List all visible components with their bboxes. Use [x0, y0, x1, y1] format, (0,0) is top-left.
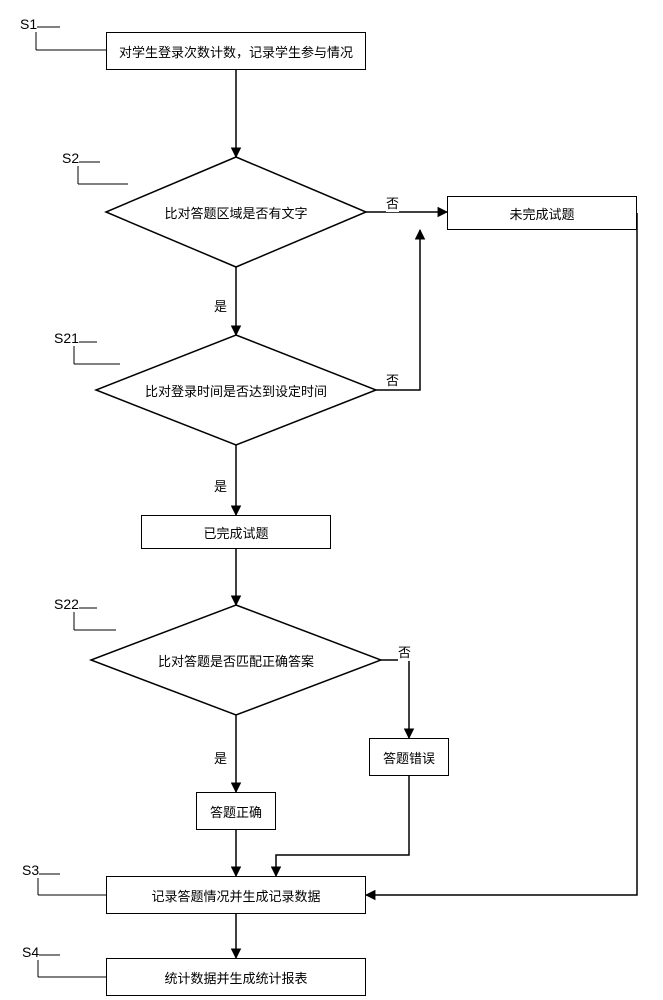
node-correct: 答题正确	[196, 792, 276, 830]
edge-label-s2_no: 否	[386, 193, 399, 212]
edge-label-text: 是	[214, 751, 227, 766]
step-label-s22: S22	[54, 596, 79, 612]
step-label-s1: S1	[20, 16, 37, 32]
node-completed: 已完成试题	[141, 515, 331, 549]
step-label-text: S4	[22, 944, 39, 960]
node-text: 比对答题是否匹配正确答案	[138, 651, 334, 670]
node-text: 比对答题区域是否有文字	[144, 203, 327, 222]
edge-label-text: 否	[398, 645, 411, 660]
node-s3_box: 记录答题情况并生成记录数据	[106, 876, 366, 914]
node-s4_box: 统计数据并生成统计报表	[106, 958, 366, 996]
step-label-s3: S3	[22, 862, 39, 878]
node-text: 对学生登录次数计数，记录学生参与情况	[119, 42, 353, 61]
node-text: 比对登录时间是否达到设定时间	[125, 381, 347, 400]
node-wrong: 答题错误	[369, 738, 449, 776]
step-label-s21: S21	[54, 330, 79, 346]
node-text: 记录答题情况并生成记录数据	[151, 886, 320, 905]
edge-label-text: 是	[214, 299, 227, 314]
step-label-text: S3	[22, 862, 39, 878]
step-label-text: S2	[62, 150, 79, 166]
step-label-s2: S2	[62, 150, 79, 166]
node-s22_dia: 比对答题是否匹配正确答案	[91, 605, 381, 715]
edge-label-text: 是	[214, 479, 227, 494]
node-text: 未完成试题	[509, 204, 574, 223]
step-label-text: S22	[54, 596, 79, 612]
edge-label-s22_no: 否	[398, 642, 411, 661]
node-text: 已完成试题	[203, 523, 268, 542]
node-incomplete: 未完成试题	[447, 196, 637, 230]
node-text: 答题正确	[210, 802, 262, 821]
node-text: 答题错误	[383, 748, 435, 767]
step-label-text: S21	[54, 330, 79, 346]
edge-label-s2_yes: 是	[214, 296, 227, 315]
node-text: 统计数据并生成统计报表	[164, 968, 307, 987]
step-label-text: S1	[20, 16, 37, 32]
edge-label-text: 否	[386, 373, 399, 388]
edge-label-s22_yes: 是	[214, 748, 227, 767]
node-s21_dia: 比对登录时间是否达到设定时间	[96, 335, 376, 445]
node-s1_box: 对学生登录次数计数，记录学生参与情况	[106, 32, 366, 70]
edge-label-s21_no: 否	[386, 370, 399, 389]
edge-label-s21_yes: 是	[214, 476, 227, 495]
node-s2_dia: 比对答题区域是否有文字	[106, 157, 366, 267]
edge-label-text: 否	[386, 196, 399, 211]
step-label-s4: S4	[22, 944, 39, 960]
